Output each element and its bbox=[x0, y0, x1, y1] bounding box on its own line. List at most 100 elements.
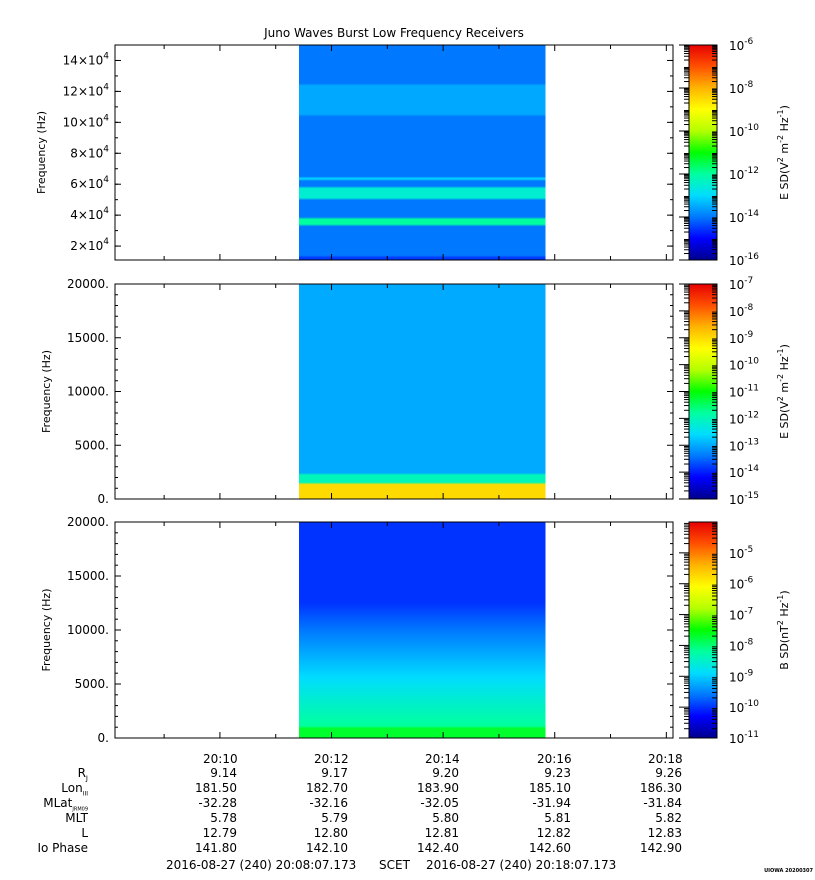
spectrogram-panel-3 bbox=[114, 521, 674, 739]
y-tick-label: 20000. bbox=[67, 515, 109, 529]
ephem-label-rj: RJ bbox=[77, 766, 88, 783]
colorbar-tick-label: 10-8 bbox=[729, 303, 754, 319]
colorbar-tick-base: 10 bbox=[729, 493, 744, 507]
colorbar-tick-exponent: -6 bbox=[744, 37, 753, 47]
colorbar-tick-label: 10-12 bbox=[729, 166, 759, 182]
ephem-value: 186.30 bbox=[640, 781, 682, 795]
colorbar-tick-base: 10 bbox=[729, 578, 744, 592]
colorbar-tick-label: 10-7 bbox=[729, 607, 753, 623]
ephem-value: 9.17 bbox=[321, 766, 348, 780]
colorbar-tick-base: 10 bbox=[729, 670, 744, 684]
colorbar-label-part: -2 bbox=[776, 374, 785, 382]
colorbar-tick-label: 10-13 bbox=[729, 437, 759, 453]
ephem-value: 5.82 bbox=[655, 811, 682, 825]
y-tick-label: 5000. bbox=[75, 677, 109, 691]
colorbar-tick-exponent: -14 bbox=[744, 464, 759, 474]
colorbar-2: 10-710-810-910-1010-1110-1210-1310-1410-… bbox=[679, 276, 791, 507]
spectrogram-image-1 bbox=[299, 45, 546, 260]
y-tick-label-mantissa: 6×10 bbox=[70, 177, 103, 191]
chart-title: Juno Waves Burst Low Frequency Receivers bbox=[263, 26, 524, 40]
colorbar-tick-exponent: -10 bbox=[744, 699, 759, 709]
ephem-value: -32.05 bbox=[420, 796, 459, 810]
ephem-label-lon: LonIII bbox=[61, 781, 88, 798]
colorbar-tick-label: 10-15 bbox=[729, 491, 759, 507]
ephem-value: 5.79 bbox=[321, 811, 348, 825]
colorbar-tick-exponent: -5 bbox=[744, 545, 753, 555]
ephem-value: 9.20 bbox=[432, 766, 459, 780]
y-tick-label: 8×104 bbox=[70, 144, 109, 160]
colorbar-tick-label: 10-14 bbox=[729, 209, 759, 225]
colorbar-tick-exponent: -10 bbox=[744, 357, 759, 367]
colorbar-tick-label: 10-16 bbox=[729, 252, 759, 268]
colorbar-tick-label: 10-9 bbox=[729, 330, 754, 346]
y-tick-label: 10000. bbox=[67, 385, 109, 399]
colorbar-tick-label: 10-9 bbox=[729, 668, 754, 684]
colorbar-tick-base: 10 bbox=[729, 412, 744, 426]
ephem-label-l: L bbox=[81, 826, 88, 840]
colorbar-tick-base: 10 bbox=[729, 701, 744, 715]
spectrogram-fill bbox=[299, 284, 546, 499]
y-tick-label-exponent: 4 bbox=[103, 175, 109, 185]
colorbar-label-part: m bbox=[778, 143, 791, 157]
colorbar-tick-label: 10-8 bbox=[729, 637, 754, 653]
colorbar-tick-label: 10-10 bbox=[729, 123, 759, 139]
colorbar-tick-exponent: -9 bbox=[744, 668, 753, 678]
colorbar-tick-exponent: -7 bbox=[744, 276, 753, 286]
ephem-value: 9.14 bbox=[210, 766, 237, 780]
y-tick-label: 0. bbox=[98, 492, 109, 506]
colorbar-tick-base: 10 bbox=[729, 278, 744, 292]
colorbar-label-part: 2 bbox=[776, 396, 785, 401]
colorbar-tick-base: 10 bbox=[729, 386, 744, 400]
y-tick-label: 15000. bbox=[67, 331, 109, 345]
colorbar-tick-base: 10 bbox=[729, 211, 744, 225]
ephem-value: 141.80 bbox=[195, 841, 237, 855]
ephem-value: 183.90 bbox=[417, 781, 459, 795]
x-axis-ticks bbox=[163, 45, 667, 738]
colorbar-tick-base: 10 bbox=[729, 439, 744, 453]
colorbar-tick-base: 10 bbox=[729, 254, 744, 268]
colorbar-label-part: 2 bbox=[776, 157, 785, 162]
colorbar-tick-label: 10-7 bbox=[729, 276, 753, 292]
ephem-value: 181.50 bbox=[195, 781, 237, 795]
ephem-value: 142.10 bbox=[306, 841, 348, 855]
colorbar-tick-base: 10 bbox=[729, 168, 744, 182]
colorbar-label-part: E SD(V bbox=[778, 401, 791, 439]
spectrogram-panel-1 bbox=[114, 44, 674, 261]
colorbar-label: E SD(V2 m-2 Hz-1) bbox=[776, 344, 791, 439]
y-tick-label-exponent: 4 bbox=[103, 144, 109, 154]
ephem-value: 142.40 bbox=[417, 841, 459, 855]
y-tick-label: 2×104 bbox=[70, 237, 109, 253]
spectrogram-fill bbox=[299, 45, 546, 260]
y-tick-label: 5000. bbox=[75, 438, 109, 452]
colorbar-label-part: -2 bbox=[776, 135, 785, 143]
colorbar-tick-base: 10 bbox=[729, 732, 744, 746]
colorbar-tick-label: 10-11 bbox=[729, 384, 759, 400]
ephem-value: 12.80 bbox=[313, 826, 348, 840]
y-tick-label-mantissa: 10×10 bbox=[63, 115, 104, 129]
colorbar-label-part: -1 bbox=[776, 109, 785, 117]
colorbar-tick-label: 10-6 bbox=[729, 576, 754, 592]
y-tick-label-mantissa: 12×10 bbox=[63, 84, 104, 98]
spectrogram-fill bbox=[299, 522, 546, 738]
colorbar-tick-label: 10-8 bbox=[729, 80, 754, 96]
colorbar-label-part: ) bbox=[778, 590, 791, 594]
spectrogram-image-3 bbox=[299, 522, 546, 738]
ephem-value: 12.79 bbox=[202, 826, 237, 840]
colorbar-tick-label: 10-12 bbox=[729, 410, 759, 426]
colorbar-tick-label: 10-11 bbox=[729, 730, 759, 746]
ephem-label-mlt: MLT bbox=[65, 811, 88, 825]
colorbar-gradient bbox=[688, 44, 718, 261]
y-tick-label: 4×104 bbox=[70, 206, 109, 222]
y-tick-label-exponent: 4 bbox=[103, 82, 109, 92]
colorbar-tick-exponent: -11 bbox=[744, 384, 759, 394]
colorbar-tick-base: 10 bbox=[729, 609, 744, 623]
spectrogram-image-2 bbox=[299, 284, 546, 499]
x-tick-label: 20:14 bbox=[425, 752, 460, 766]
colorbar-label: E SD(V2 m-2 Hz-1) bbox=[776, 105, 791, 200]
colorbar-tick-base: 10 bbox=[729, 639, 744, 653]
y-tick-label-mantissa: 4×10 bbox=[70, 208, 103, 222]
colorbar-tick-exponent: -7 bbox=[744, 607, 753, 617]
colorbar-tick-base: 10 bbox=[729, 39, 744, 53]
